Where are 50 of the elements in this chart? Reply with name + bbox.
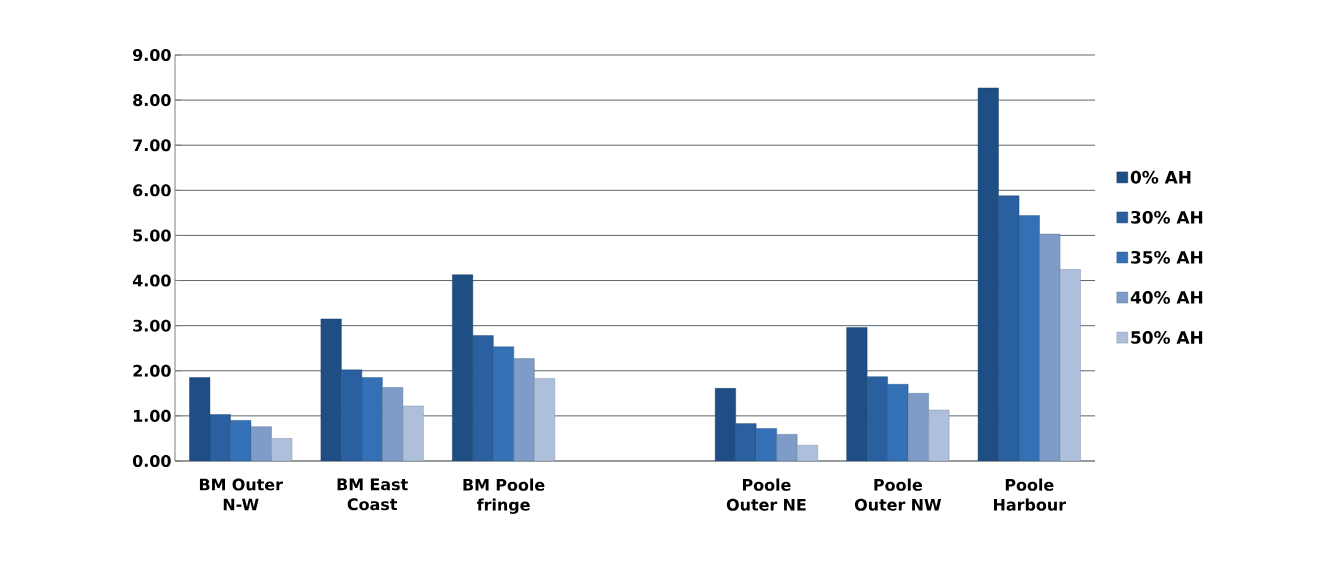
y-tick-label: 1.00 <box>133 409 171 422</box>
bar <box>998 195 1020 461</box>
legend-label: 30% AH <box>1131 210 1203 224</box>
legend-label: 50% AH <box>1131 331 1203 344</box>
legend-label: 40% AH <box>1130 291 1203 304</box>
x-tick-label: BM Outer N-W <box>199 478 283 511</box>
bar <box>209 414 231 461</box>
bar <box>271 438 293 461</box>
bar <box>977 87 999 461</box>
bar <box>361 377 383 461</box>
bar <box>756 428 777 461</box>
y-tick-label: 6.00 <box>133 184 171 197</box>
bar <box>797 445 818 461</box>
bar <box>1039 233 1061 461</box>
bar <box>382 387 404 461</box>
bar <box>402 405 424 461</box>
x-tick-label: Poole Outer NE <box>726 478 806 511</box>
bar <box>866 376 888 461</box>
bar <box>907 393 929 461</box>
bar <box>452 274 474 461</box>
y-tick-label: 7.00 <box>133 139 171 152</box>
legend-label: 35% AH <box>1131 250 1203 264</box>
y-tick-label: 8.00 <box>133 94 171 107</box>
bar <box>534 378 556 461</box>
y-tick-label: 0.00 <box>132 454 171 468</box>
y-tick-label: 5.00 <box>133 229 171 242</box>
bar <box>472 335 494 461</box>
bar <box>1059 269 1081 461</box>
y-tick-label: 9.00 <box>133 48 171 62</box>
bar <box>714 388 736 461</box>
bar <box>776 434 798 461</box>
bar <box>230 420 252 461</box>
y-tick-label: 2.00 <box>133 364 171 377</box>
bar <box>493 346 515 461</box>
bar <box>928 409 950 461</box>
bar <box>887 384 909 461</box>
bar <box>513 358 535 461</box>
legend-label: 0% AH <box>1130 170 1191 184</box>
y-tick-label: 3.00 <box>133 319 171 332</box>
bar <box>189 377 211 461</box>
x-tick-label: Poole Outer NW <box>854 478 942 511</box>
bar <box>846 327 868 461</box>
x-tick-label: BM Poole fringe <box>463 478 545 514</box>
bar <box>341 369 363 461</box>
y-tick-label: 4.00 <box>132 274 171 287</box>
x-tick-label: BM East Coast <box>337 478 408 511</box>
x-tick-label: Poole Harbour <box>994 478 1067 511</box>
bar <box>1018 215 1040 461</box>
bar <box>320 318 342 461</box>
bar <box>735 423 757 461</box>
